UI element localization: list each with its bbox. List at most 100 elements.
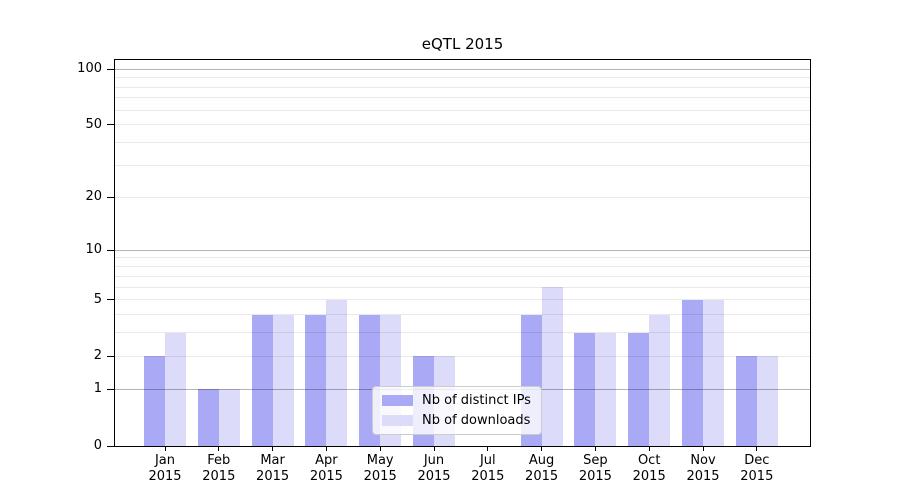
- bar-dec-distinct-ips: [735, 356, 757, 446]
- x-tick-month: Nov: [690, 453, 716, 468]
- x-tick-year: 2015: [309, 469, 343, 484]
- x-tick-month: Aug: [528, 453, 555, 468]
- y-tick-label: 1: [93, 381, 102, 397]
- gridline-3: [115, 332, 810, 334]
- x-tick-month: Oct: [637, 453, 661, 468]
- x-tick-label-sep: Sep 2015: [563, 453, 627, 485]
- legend-label-distinct-ips: Nb of distinct IPs: [422, 393, 531, 408]
- x-tick-label-dec: Dec 2015: [725, 453, 789, 485]
- x-tick-month: Jun: [423, 453, 445, 468]
- bar-jan-downloads: [165, 332, 186, 446]
- x-tick: [433, 447, 435, 451]
- gridline-30: [115, 165, 810, 167]
- legend-item-distinct-ips: Nb of distinct IPs: [382, 393, 531, 408]
- bar-jan-distinct-ips: [144, 356, 165, 446]
- x-tick-year: 2015: [632, 469, 666, 484]
- x-tick-month: Jan: [154, 453, 176, 468]
- x-tick-month: Dec: [744, 453, 770, 468]
- x-tick: [487, 447, 489, 451]
- x-tick-month: Sep: [583, 453, 608, 468]
- gridline-40: [115, 142, 810, 144]
- legend-swatch-downloads: [382, 415, 413, 426]
- plot-area: Nb of distinct IPs Nb of downloads: [114, 59, 811, 447]
- bar-oct-downloads: [649, 314, 671, 446]
- x-tick: [164, 447, 166, 451]
- y-tick: [107, 445, 114, 447]
- bar-mar-distinct-ips: [251, 314, 273, 446]
- y-tick-label: 50: [85, 116, 102, 132]
- y-tick-label: 20: [85, 189, 102, 205]
- x-tick-label-jun: Jun 2015: [402, 453, 466, 485]
- x-tick-year: 2015: [740, 469, 774, 484]
- bar-aug-downloads: [541, 287, 563, 446]
- y-tick-label: 10: [85, 242, 102, 258]
- bar-feb-distinct-ips: [197, 389, 219, 446]
- x-tick-year: 2015: [471, 469, 505, 484]
- gridline-5: [115, 299, 810, 301]
- y-tick: [107, 388, 114, 390]
- bar-sep-downloads: [595, 332, 617, 446]
- x-tick-month: Apr: [315, 453, 338, 468]
- x-tick-year: 2015: [363, 469, 397, 484]
- gridline-60: [115, 109, 810, 111]
- y-tick: [107, 196, 114, 198]
- x-tick-label-apr: Apr 2015: [294, 453, 358, 485]
- gridline-80: [115, 86, 810, 88]
- x-tick-month: May: [366, 453, 394, 468]
- gridline-9: [115, 257, 810, 259]
- bar-apr-downloads: [326, 299, 348, 446]
- legend-item-downloads: Nb of downloads: [382, 413, 531, 428]
- x-tick-label-may: May 2015: [348, 453, 412, 485]
- x-tick: [272, 447, 274, 451]
- x-tick: [325, 447, 327, 451]
- gridline-8: [115, 266, 810, 268]
- y-tick-label: 100: [77, 61, 102, 77]
- y-tick: [107, 299, 114, 301]
- gridline-7: [115, 275, 810, 277]
- y-tick: [107, 124, 114, 126]
- x-tick-year: 2015: [578, 469, 612, 484]
- x-tick-year: 2015: [256, 469, 290, 484]
- x-tick-year: 2015: [202, 469, 236, 484]
- y-tick-label: 0: [93, 438, 102, 453]
- y-tick: [107, 68, 114, 70]
- gridline-90: [115, 77, 810, 79]
- x-tick: [379, 447, 381, 451]
- x-tick-month: Mar: [260, 453, 285, 468]
- bar-nov-distinct-ips: [682, 299, 703, 446]
- legend-label-downloads: Nb of downloads: [422, 413, 531, 428]
- gridline-6: [115, 286, 810, 288]
- gridline-70: [115, 97, 810, 99]
- x-tick-label-mar: Mar 2015: [241, 453, 305, 485]
- x-tick-year: 2015: [525, 469, 559, 484]
- x-tick-year: 2015: [417, 469, 451, 484]
- gridline-10: [115, 249, 810, 251]
- x-tick-label-jul: Jul 2015: [456, 453, 520, 485]
- gridline-50: [115, 124, 810, 126]
- legend-swatch-distinct-ips: [382, 395, 413, 406]
- x-tick: [756, 447, 758, 451]
- legend: Nb of distinct IPs Nb of downloads: [372, 386, 542, 435]
- bar-apr-distinct-ips: [305, 314, 327, 446]
- bar-feb-downloads: [218, 389, 240, 446]
- x-tick: [594, 447, 596, 451]
- gridline-100: [115, 68, 810, 70]
- chart-title: eQTL 2015: [421, 35, 504, 53]
- gridline-4: [115, 314, 810, 316]
- x-tick-year: 2015: [686, 469, 720, 484]
- x-tick-label-nov: Nov 2015: [671, 453, 735, 485]
- y-tick-label: 5: [93, 291, 102, 307]
- x-tick: [541, 447, 543, 451]
- bar-nov-downloads: [703, 299, 724, 446]
- x-tick: [648, 447, 650, 451]
- x-tick-month: Feb: [207, 453, 231, 468]
- x-tick-label-aug: Aug 2015: [510, 453, 574, 485]
- x-tick-month: Jul: [479, 453, 496, 468]
- x-tick-year: 2015: [148, 469, 182, 484]
- bar-dec-downloads: [756, 356, 778, 446]
- x-tick-label-oct: Oct 2015: [617, 453, 681, 485]
- x-tick: [702, 447, 704, 451]
- x-tick: [218, 447, 220, 451]
- y-tick: [107, 355, 114, 357]
